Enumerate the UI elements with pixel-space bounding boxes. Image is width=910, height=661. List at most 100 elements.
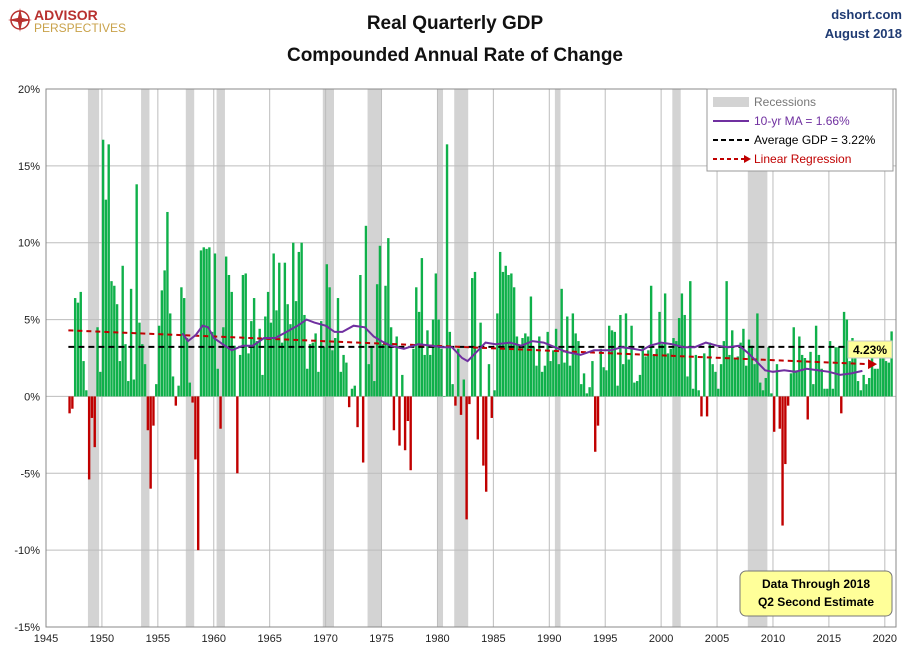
gdp-bar [325,264,329,397]
note-line1: Data Through 2018 [762,577,870,591]
gdp-bar [591,361,594,397]
recession-band [367,89,382,627]
gdp-bar [378,245,382,397]
gdp-bar [79,291,82,397]
gdp-bar [649,285,653,397]
gdp-bar [76,302,80,397]
gdp-bar [224,256,228,397]
gdp-bar [152,396,155,426]
gdp-bar [722,341,726,397]
gdp-bar [392,396,396,431]
gdp-bar [185,338,189,397]
gdp-bar [476,396,479,440]
gdp-bar [577,341,580,397]
gdp-bar [473,271,477,397]
gdp-bar [792,327,795,397]
gdp-bar [205,248,208,397]
gdp-bar [862,374,865,397]
gdp-bar [700,396,703,417]
gdp-bar [73,298,77,397]
x-tick-label: 1990 [537,633,561,645]
gdp-bar [143,364,147,397]
gdp-bar [535,365,538,397]
gdp-bar [373,381,376,397]
gdp-bar [127,381,130,397]
gdp-bar [412,348,415,397]
gdp-bar [124,344,127,397]
gdp-bar [800,354,804,397]
overlay-lines [68,318,878,376]
gdp-bar [406,396,410,422]
note-line2: Q2 Second Estimate [758,595,874,609]
gdp-bar [286,304,289,397]
gdp-bar [594,396,597,452]
gdp-bar [398,396,401,446]
gdp-bar [484,396,488,492]
gdp-bar [608,325,611,397]
gdp-bar [454,396,457,406]
gdp-bar [619,314,622,397]
gdp-bar [778,396,781,429]
gdp-bar [113,285,116,397]
x-tick-label: 2010 [761,633,785,645]
gdp-bar [610,330,614,397]
x-tick-label: 2005 [705,633,729,645]
gdp-bar [93,396,96,448]
gdp-bar [890,331,893,397]
gdp-bar [887,362,891,397]
gdp-bar [549,361,552,397]
gdp-bar [294,301,298,397]
x-tick-label: 1965 [257,633,281,645]
gdp-bar [347,396,351,408]
gdp-bar [180,287,183,397]
gdp-bar [826,388,829,397]
gdp-bar [104,199,108,397]
gdp-bar [554,328,558,397]
gdp-bar [99,371,102,397]
gdp-bar [227,274,231,397]
gdp-bar [222,327,225,397]
gdp-bar [487,364,491,397]
gdp-bar [781,396,784,526]
y-tick-label: 20% [18,84,40,96]
gdp-bar [367,364,370,397]
gdp-bar [149,396,152,489]
gdp-bar [306,368,309,397]
x-tick-label: 1950 [90,633,114,645]
gdp-bar [882,353,885,397]
gdp-bar [772,396,776,432]
gdp-bar [160,290,164,397]
gdp-bar [395,336,398,397]
gdp-bar [733,359,737,397]
x-tick-label: 2015 [817,633,841,645]
gdp-bar [269,322,273,397]
gdp-bar [289,324,292,397]
y-tick-label: 5% [24,315,40,327]
gdp-bar [401,374,404,397]
gdp-bar [138,322,141,397]
gdp-bar [250,321,253,397]
logo-line2: PERSPECTIVES [34,21,126,35]
chart-subtitle: Compounded Annual Rate of Change [287,45,623,66]
gdp-bar [753,364,756,397]
x-tick-label: 1970 [313,633,337,645]
gdp-bar [465,396,468,520]
gdp-bar [498,251,502,397]
gdp-bar [719,364,723,397]
gdp-bar [865,384,868,397]
recession-band [87,89,100,627]
gdp-bar [457,348,460,397]
gdp-bar [409,396,412,471]
gdp-bar [403,396,407,451]
legend-ma: 10-yr MA = 1.66% [754,114,850,128]
gdp-bar [616,385,619,397]
recession-band [216,89,225,627]
gdp-bar [806,396,809,420]
gdp-bar [546,331,549,397]
gdp-bar [798,336,801,397]
gdp-bar [482,396,485,466]
gdp-bar [417,311,421,397]
gdp-bar [566,316,569,397]
gdp-bar [443,396,446,397]
